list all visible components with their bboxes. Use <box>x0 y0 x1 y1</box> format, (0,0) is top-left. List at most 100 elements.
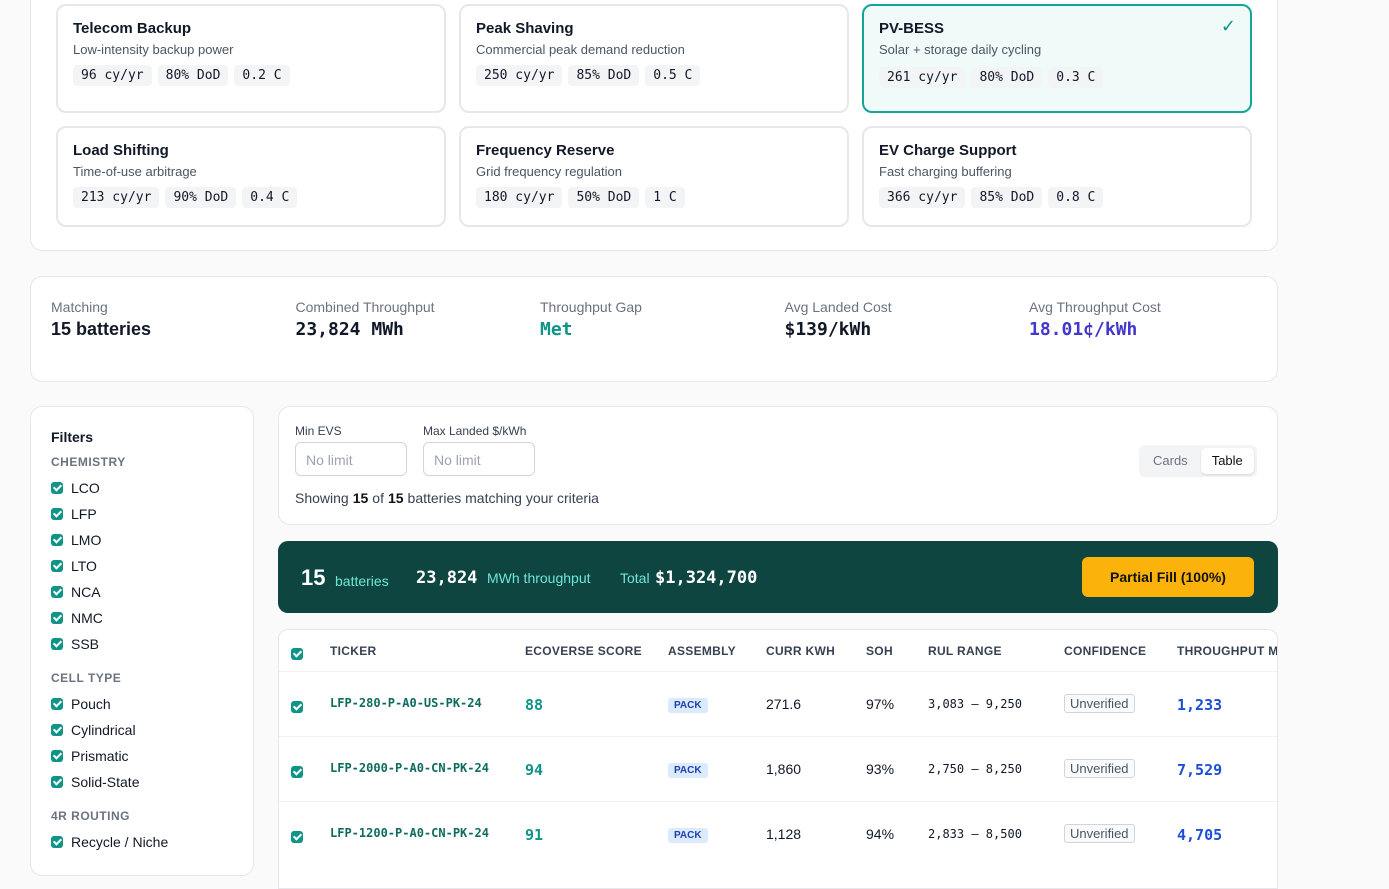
table-cell: 91 <box>525 826 544 844</box>
table-cell: 271.6 <box>766 696 802 712</box>
filter-option[interactable]: Cylindrical <box>51 717 233 743</box>
partial-fill-button[interactable]: Partial Fill (100%) <box>1082 557 1254 597</box>
row-checkbox[interactable] <box>291 700 303 713</box>
scenario-tags: 250 cy/yr 85% DoD 0.5 C <box>476 65 832 86</box>
filter-option[interactable]: LCO <box>51 475 233 501</box>
scenario-description: Low-intensity backup power <box>73 42 234 57</box>
checkbox[interactable] <box>51 776 63 788</box>
scenario-card[interactable]: Frequency Reserve Grid frequency regulati… <box>459 126 849 227</box>
scenario-name: PV-BESS <box>879 20 945 37</box>
filter-option[interactable]: Solid-State <box>51 769 233 795</box>
scenario-card[interactable]: Telecom Backup Low-intensity backup power… <box>56 4 446 113</box>
filter-option-label: NMC <box>71 610 103 626</box>
summary-bar: 15 batteries 23,824 MWh throughput Total… <box>278 541 1278 613</box>
view-toggle-option[interactable]: Cards <box>1153 453 1188 468</box>
scenario-panel: Telecom Backup Low-intensity backup power… <box>30 0 1278 251</box>
filter-option-label: NCA <box>71 584 101 600</box>
scenario-tag: 96 cy/yr <box>73 65 152 86</box>
scenario-tag: 0.2 C <box>234 65 290 86</box>
page: Telecom Backup Low-intensity backup power… <box>0 0 1389 855</box>
stat-label: Avg Landed Cost <box>784 299 892 315</box>
summary-count-label: batteries <box>335 573 389 589</box>
filter-option[interactable]: Pouch <box>51 691 233 717</box>
filter-option-label: LFP <box>71 506 97 522</box>
scenario-tag: 0.3 C <box>1048 67 1104 88</box>
scenario-tag: 50% DoD <box>568 187 640 208</box>
stat-value: 23,824 MWh <box>295 319 404 340</box>
summary-total-label: Total <box>620 570 650 586</box>
checkbox[interactable] <box>51 750 63 762</box>
scenario-tag: 85% DoD <box>568 65 640 86</box>
table-cell: 1,233 <box>1177 696 1223 714</box>
filter-option-label: SSB <box>71 636 100 652</box>
scenario-tag: 213 cy/yr <box>73 187 160 208</box>
filter-option[interactable]: LMO <box>51 527 233 553</box>
stat: Avg Throughput Cost 18.01¢/kWh <box>1029 299 1161 340</box>
filter-option[interactable]: SSB <box>51 631 233 657</box>
scenario-tag: 85% DoD <box>971 187 1043 208</box>
column-header: CONFIDENCE <box>1064 644 1147 658</box>
min-evs-label: Min EVS <box>295 424 342 438</box>
checkbox[interactable] <box>51 836 63 848</box>
checkbox[interactable] <box>51 698 63 710</box>
scenario-tags: 261 cy/yr 80% DoD 0.3 C <box>879 67 1235 88</box>
scenario-card[interactable]: PV-BESS Solar + storage daily cycling ✓ 261… <box>862 4 1252 113</box>
min-evs-input[interactable]: No limit <box>295 442 407 476</box>
filter-group-title: CELL TYPE <box>51 671 122 685</box>
table-cell: PACK <box>668 828 708 843</box>
filters-title: Filters <box>51 429 94 445</box>
view-toggle-option[interactable]: Table <box>1200 448 1254 474</box>
max-landed-input[interactable]: No limit <box>423 442 535 476</box>
stat: Matching 15 batteries <box>51 299 151 340</box>
scenario-card[interactable]: Peak Shaving Commercial peak demand reduc… <box>459 4 849 113</box>
table-cell: 94 <box>525 761 544 779</box>
filter-option[interactable]: NMC <box>51 605 233 631</box>
checkbox[interactable] <box>51 586 63 598</box>
filter-option[interactable]: NCA <box>51 579 233 605</box>
checkbox[interactable] <box>51 534 63 546</box>
scenario-tag: 261 cy/yr <box>879 67 966 88</box>
checkbox[interactable] <box>51 508 63 520</box>
showing-text: Showing 15 of 15 batteries matching your cri… <box>295 490 603 506</box>
scenario-name: Peak Shaving <box>476 20 574 37</box>
checkbox[interactable] <box>51 724 63 736</box>
filter-option[interactable]: LFP <box>51 501 233 527</box>
stat-label: Matching <box>51 299 108 315</box>
checkbox[interactable] <box>51 482 63 494</box>
filter-option[interactable]: LTO <box>51 553 233 579</box>
stat-label: Combined Throughput <box>295 299 435 315</box>
column-header: RUL RANGE <box>928 644 1002 658</box>
table-cell: PACK <box>668 698 708 713</box>
scenario-tags: 180 cy/yr 50% DoD 1 C <box>476 187 832 208</box>
battery-table: TICKER ECOVERSE SCORE ASSEMBLY CURR KWH SOH R… <box>278 629 1278 889</box>
row-checkbox[interactable] <box>291 765 303 778</box>
table-cell: Unverified <box>1064 824 1135 843</box>
filter-option[interactable]: Recycle / Niche <box>51 829 233 855</box>
scenario-description: Solar + storage daily cycling <box>879 42 1042 57</box>
table-cell[interactable]: LFP-280-P-A0-US-PK-24 <box>330 696 482 710</box>
stat-value: 18.01¢/kWh <box>1029 319 1138 340</box>
stat-value: $139/kWh <box>784 319 872 340</box>
table-cell[interactable]: LFP-2000-P-A0-CN-PK-24 <box>330 761 489 775</box>
showing-part: Showing <box>295 490 349 506</box>
table-cell: 94% <box>866 826 895 842</box>
table-cell: 4,705 <box>1177 826 1223 844</box>
scenario-card[interactable]: Load Shifting Time-of-use arbitrage 213 cy… <box>56 126 446 227</box>
checkbox[interactable] <box>51 560 63 572</box>
checkbox[interactable] <box>51 612 63 624</box>
summary-count: 15 <box>301 565 326 590</box>
filter-option-label: Solid-State <box>71 774 140 790</box>
row-checkbox[interactable] <box>291 830 303 843</box>
column-header: TICKER <box>330 644 377 658</box>
column-header: THROUGHPUT MWH <box>1177 644 1278 658</box>
table-cell: 2,750 — 8,250 <box>928 762 1022 776</box>
select-all-checkbox[interactable] <box>291 647 303 660</box>
table-cell[interactable]: LFP-1200-P-A0-CN-PK-24 <box>330 826 489 840</box>
scenario-tag: 250 cy/yr <box>476 65 563 86</box>
scenario-tag: 180 cy/yr <box>476 187 563 208</box>
scenario-tag: 0.8 C <box>1048 187 1104 208</box>
checkbox[interactable] <box>51 638 63 650</box>
scenario-card[interactable]: EV Charge Support Fast charging buffering… <box>862 126 1252 227</box>
filter-option[interactable]: Prismatic <box>51 743 233 769</box>
showing-part: 15 <box>352 490 369 506</box>
